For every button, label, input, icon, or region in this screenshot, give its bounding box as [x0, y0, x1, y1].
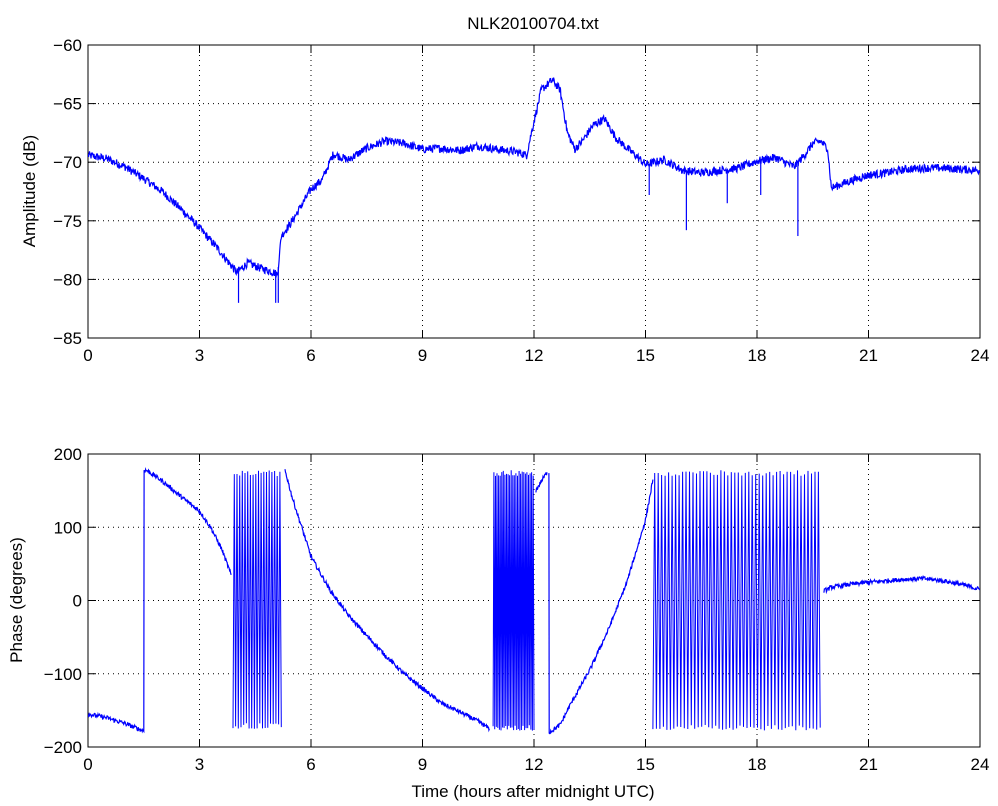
amplitude-series: [88, 77, 980, 303]
phase-x-tick-label: 3: [195, 755, 204, 774]
amplitude-ticks: 0 3 6 9 12 15 18 21 24 −85 −80 −75 −70 −65 −60: [53, 36, 989, 365]
amplitude-x-tick-label: 6: [306, 346, 315, 365]
phase-y-tick-label: 200: [54, 445, 82, 464]
amplitude-series-line: [88, 77, 980, 278]
phase-oscillation-band: [652, 470, 821, 731]
amplitude-x-tick-label: 21: [859, 346, 878, 365]
amplitude-x-tick-label: 18: [748, 346, 767, 365]
phase-series-line: [284, 469, 490, 733]
amplitude-y-label: Amplitude (dB): [20, 135, 39, 247]
amplitude-grid: [88, 45, 980, 338]
phase-series-line: [823, 574, 980, 595]
amplitude-plot: 0 3 6 9 12 15 18 21 24 −85 −80 −75 −70 −65 −60 Amplitu…: [20, 36, 989, 365]
phase-series-line: [88, 467, 232, 734]
phase-x-tick-label: 18: [748, 755, 767, 774]
amplitude-y-tick-label: −70: [53, 153, 82, 172]
phase-y-tick-label: 100: [54, 518, 82, 537]
phase-series-line: [548, 473, 654, 735]
phase-x-tick-label: 15: [636, 755, 655, 774]
phase-ticks: 0 3 6 9 12 15 18 21 24 −200 −100 0 100 200: [44, 445, 990, 774]
amplitude-x-tick-label: 0: [83, 346, 92, 365]
phase-y-tick-label: −100: [44, 665, 82, 684]
phase-y-tick-label: −200: [44, 738, 82, 757]
amplitude-x-tick-label: 24: [971, 346, 990, 365]
phase-y-tick-label: 0: [73, 592, 82, 611]
amplitude-y-tick-label: −65: [53, 95, 82, 114]
phase-plot: 0 3 6 9 12 15 18 21 24 −200 −100 0 100 200 Phase (deg…: [7, 445, 989, 801]
phase-x-tick-label: 0: [83, 755, 92, 774]
amplitude-x-tick-label: 9: [418, 346, 427, 365]
amplitude-x-tick-label: 15: [636, 346, 655, 365]
amplitude-x-tick-label: 12: [525, 346, 544, 365]
phase-x-tick-label: 12: [525, 755, 544, 774]
phase-x-tick-label: 24: [971, 755, 990, 774]
amplitude-x-tick-label: 3: [195, 346, 204, 365]
phase-series-line: [535, 472, 548, 493]
amplitude-y-tick-label: −80: [53, 270, 82, 289]
chart-title: NLK20100704.txt: [467, 14, 599, 33]
phase-y-label: Phase (degrees): [7, 537, 26, 663]
phase-series: [88, 467, 980, 735]
phase-oscillation-band: [492, 470, 535, 731]
amplitude-y-tick-label: −85: [53, 329, 82, 348]
phase-x-tick-label: 6: [306, 755, 315, 774]
phase-x-label: Time (hours after midnight UTC): [411, 782, 654, 801]
phase-x-tick-label: 9: [418, 755, 427, 774]
phase-x-tick-label: 21: [859, 755, 878, 774]
phase-oscillation-band: [232, 470, 282, 729]
amplitude-y-tick-label: −60: [53, 36, 82, 55]
amplitude-y-tick-label: −75: [53, 212, 82, 231]
